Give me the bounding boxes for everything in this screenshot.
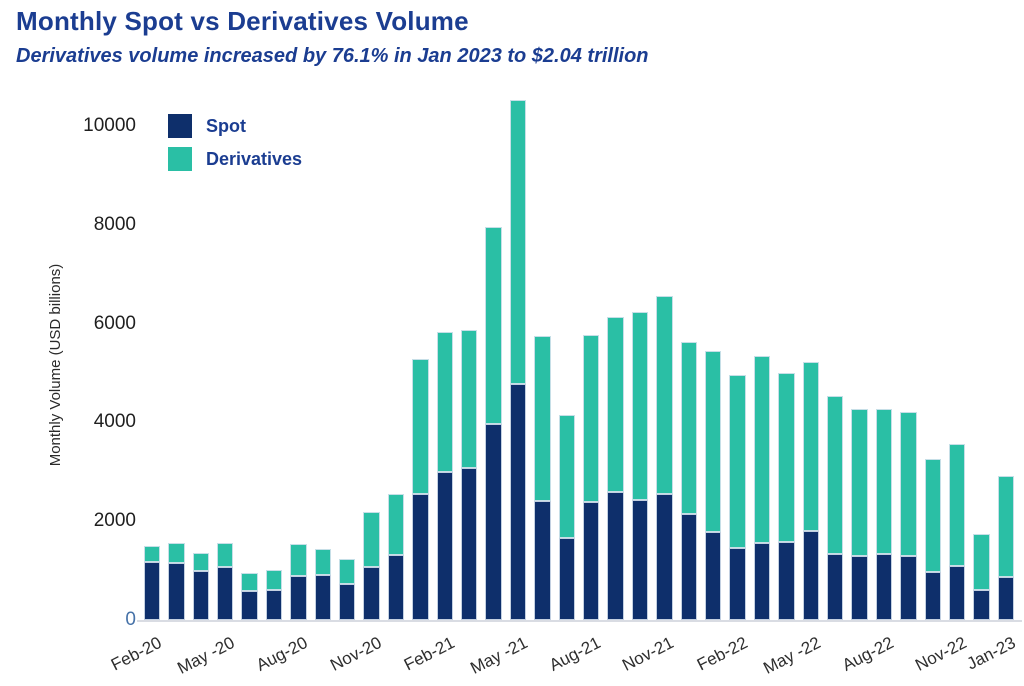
page-title: Monthly Spot vs Derivatives Volume [16,6,469,36]
bar-jan-22-spot [704,532,722,620]
bar-jul-20-spot [265,589,283,620]
bar-oct-20-spot [338,584,356,620]
bar-nov-20-derivatives [363,512,380,567]
y-axis-label: Monthly Volume (USD billions) [47,263,64,467]
page-subtitle: Derivatives volume increased by 76.1% in… [16,45,649,67]
bar-dec-22-derivatives [973,534,990,591]
bar-jul-22-derivatives [851,408,868,556]
y-tick-label-8000: 8000 [93,213,136,235]
y-tick-label-6000: 6000 [93,312,136,334]
bar-mar-21-derivatives [460,329,478,468]
bar-aug-22-derivatives [875,409,893,554]
bar-aug-22-spot [875,553,893,620]
bar-jan-21-derivatives [412,359,429,495]
bar-oct-21-spot [631,500,649,620]
bar-feb-21-derivatives [436,332,454,472]
legend-label-spot: Spot [206,115,246,136]
bar-oct-21-derivatives [631,312,649,501]
bar-dec-21-derivatives [680,341,698,515]
bar-oct-20-derivatives [338,559,356,585]
bar-nov-22-derivatives [948,444,966,566]
bar-oct-22-spot [924,571,942,620]
bar-apr-20-derivatives [192,552,210,571]
chart-legend: Spot Derivatives [168,114,302,180]
bar-aug-20-spot [290,576,307,620]
y-tick-label-10000: 10000 [83,115,136,136]
bar-apr-22-spot [778,542,795,620]
bar-feb-22-spot [729,548,746,620]
bar-jul-21-spot [558,538,576,620]
bar-mar-20-spot [168,563,185,620]
bar-aug-21-derivatives [582,334,600,503]
bar-jan-23-derivatives [997,475,1015,577]
y-tick-label-0: 0 [125,609,136,630]
derivatives-swatch-icon [168,147,192,171]
bar-oct-22-derivatives [924,458,942,572]
bar-apr-20-spot [192,570,210,620]
bar-jan-21-spot [412,494,429,620]
bar-nov-20-spot [363,566,380,620]
x-axis-line [137,620,1022,622]
bar-sep-20-derivatives [314,549,332,576]
bar-may-22-spot [802,531,820,620]
bar-feb-21-spot [436,471,454,620]
bar-apr-21-spot [485,424,502,620]
bar-dec-22-spot [973,590,990,620]
bar-feb-20-derivatives [143,545,161,562]
bar-mar-20-derivatives [168,543,185,564]
bar-may-20-spot [216,566,234,620]
bar-apr-22-derivatives [778,373,795,543]
bar-jun-20-derivatives [241,573,258,591]
legend-item-spot: Spot [168,114,302,138]
y-tick-label-2000: 2000 [93,510,136,532]
bar-jan-22-derivatives [704,351,722,533]
legend-label-derivatives: Derivatives [206,148,303,169]
bar-dec-20-derivatives [387,494,405,556]
bar-nov-21-derivatives [656,295,673,494]
bar-mar-22-spot [753,543,771,620]
bar-dec-21-spot [680,514,698,620]
bar-jun-21-spot [534,500,551,620]
bar-jul-21-derivatives [558,414,576,539]
bar-sep-20-spot [314,575,332,620]
bar-may-20-derivatives [216,543,234,567]
bar-aug-20-derivatives [290,543,307,577]
bar-may-22-derivatives [802,361,820,532]
bar-jun-22-spot [826,553,844,620]
bar-may-21-spot [509,383,527,620]
bar-may-21-derivatives [509,100,527,384]
spot-swatch-icon [168,114,192,138]
bar-dec-20-spot [387,555,405,620]
bar-jan-23-spot [997,576,1015,620]
bar-jul-20-derivatives [265,570,283,590]
bar-mar-22-derivatives [753,356,771,544]
bar-sep-21-derivatives [607,316,624,492]
bar-jul-22-spot [851,555,868,620]
y-tick-label-4000: 4000 [93,411,136,433]
bar-jun-21-derivatives [534,335,551,501]
bar-nov-22-spot [948,565,966,620]
bar-mar-21-spot [460,467,478,620]
legend-item-derivatives: Derivatives [168,147,302,171]
bar-sep-22-derivatives [900,411,917,557]
bar-apr-21-derivatives [485,226,502,425]
bar-jun-22-derivatives [826,396,844,554]
bar-sep-22-spot [900,556,917,620]
bar-aug-21-spot [582,502,600,620]
bar-nov-21-spot [656,493,673,620]
bar-feb-20-spot [143,561,161,620]
bar-jun-20-spot [241,590,258,620]
bar-sep-21-spot [607,491,624,620]
bar-feb-22-derivatives [729,374,746,549]
